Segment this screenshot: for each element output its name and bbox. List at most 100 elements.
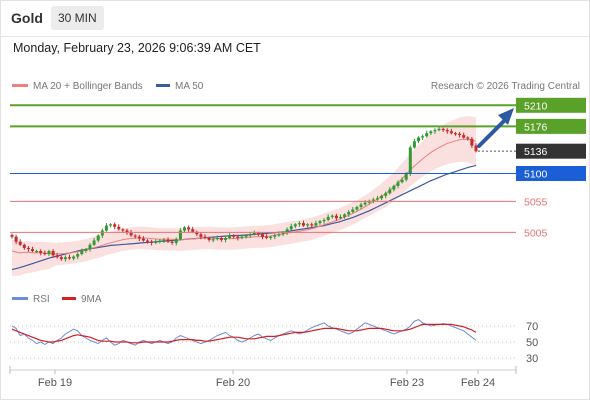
candle-body: [252, 233, 256, 235]
candle-body: [224, 238, 227, 240]
candle-body: [289, 226, 293, 230]
candle-body: [14, 236, 18, 242]
candle-body: [388, 189, 392, 194]
price-level-label: 5055: [524, 196, 548, 208]
instrument-title: Gold: [11, 10, 43, 26]
candle-body: [121, 229, 125, 231]
candle-body: [35, 251, 39, 253]
candle-body: [219, 238, 223, 240]
candle-body: [392, 185, 396, 190]
candle-body: [412, 141, 416, 148]
candle-body: [170, 241, 174, 243]
x-axis-label: Feb 23: [390, 377, 424, 389]
price-level-label: 5136: [524, 146, 548, 158]
candle-body: [88, 244, 92, 250]
candle-body: [462, 135, 466, 138]
candle-body: [380, 195, 384, 199]
rsi-ma-legend-swatch: [62, 297, 76, 300]
candle-body: [162, 239, 166, 241]
candle-body: [281, 232, 285, 235]
candle-body: [384, 193, 388, 196]
candle-body: [445, 130, 449, 132]
candle-body: [203, 236, 207, 238]
candle-body: [104, 225, 108, 231]
candle-body: [178, 230, 182, 240]
candle-body: [150, 241, 154, 243]
candle-body: [421, 136, 425, 138]
x-axis-label: Feb 20: [216, 377, 250, 389]
candle-body: [347, 211, 351, 215]
ma20-legend-swatch: [12, 84, 28, 87]
candle-body: [215, 238, 219, 240]
candle-body: [314, 223, 318, 226]
candle-body: [26, 247, 30, 250]
rsi-tick-label: 50: [526, 337, 538, 349]
chart-header: Gold 30 MIN: [0, 0, 590, 37]
candle-body: [22, 244, 26, 248]
candle-body: [322, 220, 326, 222]
rsi-tick-label: 30: [526, 353, 538, 365]
candle-body: [146, 240, 149, 242]
candle-body: [417, 137, 420, 142]
candle-body: [51, 251, 55, 256]
candle-body: [240, 236, 244, 238]
timeframe-selector[interactable]: 30 MIN: [51, 6, 104, 30]
candle-body: [302, 223, 305, 226]
rsi-ma-legend-label: 9MA: [81, 294, 102, 305]
rsi-tick-label: 70: [526, 321, 538, 333]
candle-body: [265, 236, 269, 238]
chart-datetime: Monday, February 23, 2026 9:06:39 AM CET: [13, 41, 261, 55]
candle-body: [277, 234, 281, 236]
price-level-label: 5100: [524, 169, 548, 181]
candle-body: [228, 235, 232, 238]
price-level-label: 5176: [524, 121, 548, 133]
ma20-legend-label: MA 20 + Bollinger Bands: [33, 81, 143, 92]
candle-body: [244, 235, 248, 237]
candle-body: [232, 235, 236, 237]
candle-body: [236, 236, 240, 238]
candle-body: [211, 239, 215, 241]
candle-body: [68, 257, 71, 259]
candle-body: [191, 229, 195, 232]
candle-body: [363, 202, 367, 205]
up-right-arrow-icon: [477, 108, 514, 148]
rsi-ma-line: [11, 323, 477, 344]
candle-body: [76, 254, 80, 257]
candle-body: [359, 204, 363, 207]
candle-body: [113, 224, 117, 227]
candle-body: [207, 238, 211, 240]
ma50-legend-swatch: [156, 84, 170, 87]
candle-body: [449, 131, 453, 134]
price-level-label: 5005: [524, 227, 548, 239]
candle-body: [63, 257, 67, 260]
price-level-label: 5210: [524, 100, 548, 112]
source-label: Research © 2026 Trading Central: [431, 81, 580, 92]
candle-body: [199, 234, 203, 237]
candle-body: [55, 255, 59, 258]
candle-body: [59, 257, 63, 260]
candle-body: [109, 224, 112, 226]
candle-body: [441, 128, 445, 131]
candle-body: [47, 251, 51, 255]
price-level-tag-pivot: [516, 166, 586, 181]
candle-body: [466, 137, 470, 139]
candle-body: [474, 145, 478, 152]
candle-body: [330, 215, 334, 217]
candle-body: [371, 199, 375, 201]
candle-body: [248, 234, 252, 236]
candle-body: [396, 182, 400, 186]
candle-body: [133, 235, 137, 237]
candle-body: [326, 216, 330, 220]
candle-body: [433, 130, 437, 132]
x-axis-label: Feb 19: [38, 377, 72, 389]
candle-body: [92, 240, 96, 245]
candle-body: [187, 227, 191, 230]
rsi-legend-swatch: [12, 297, 28, 300]
candle-body: [96, 235, 100, 241]
candle-body: [174, 239, 178, 243]
candle-body: [125, 230, 129, 233]
x-axis-label: Feb 24: [461, 377, 495, 389]
candle-body: [404, 173, 408, 180]
candle-body: [31, 249, 34, 251]
price-level-tag-resistance: [516, 118, 586, 134]
